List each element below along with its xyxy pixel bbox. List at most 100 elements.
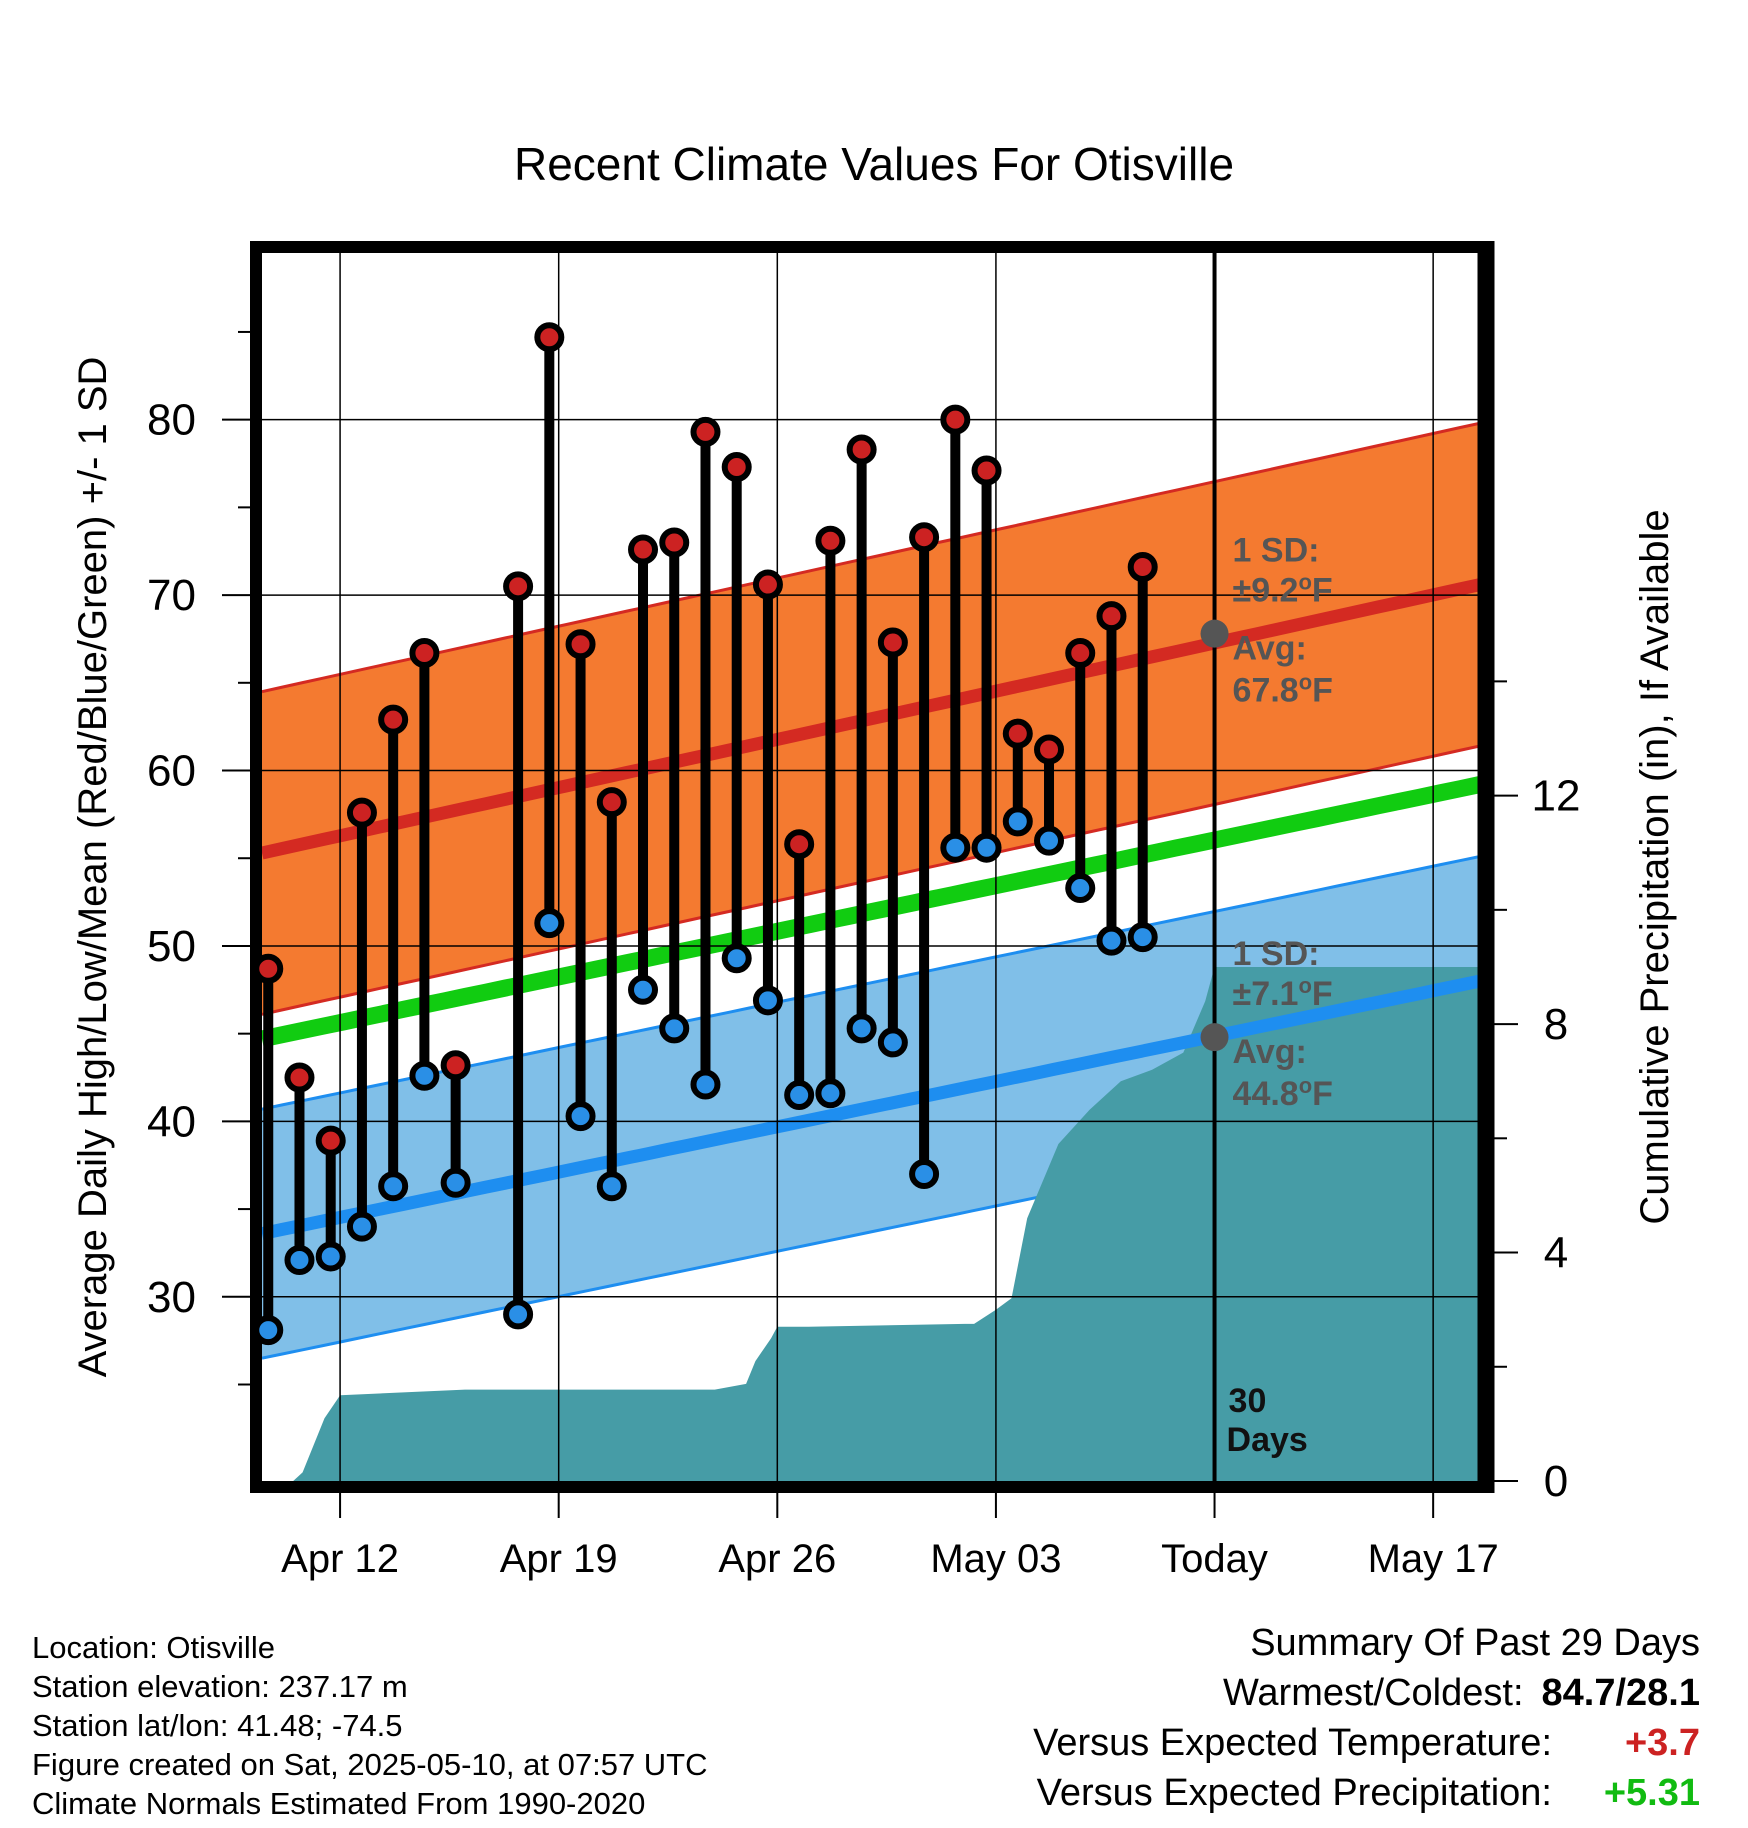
summary-warm-cold-row: Warmest/Coldest: 84.7/28.1: [1033, 1668, 1700, 1718]
daily-low-point: [409, 1060, 440, 1091]
y2-tick-label: 12: [1532, 772, 1581, 821]
daily-low-point: [971, 832, 1002, 863]
daily-high-point: [565, 629, 596, 660]
daily-low-point: [877, 1027, 908, 1058]
low-annotation-sd-value: ±7.1oF: [1233, 973, 1333, 1014]
daily-high-point: [721, 452, 752, 483]
y-tick-label: 40: [147, 1097, 196, 1146]
daily-low-point: [315, 1241, 346, 1272]
daily-high-point: [503, 571, 534, 602]
high-sd-upper-line: [262, 421, 1480, 694]
y-axis-label: Average Daily High/Low/Mean (Red/Blue/Gr…: [71, 357, 115, 1378]
daily-high-point: [690, 416, 721, 447]
daily-high-point: [752, 569, 783, 600]
y2-tick-label: 8: [1544, 1000, 1568, 1049]
daily-low-point: [253, 1315, 284, 1346]
warm-cold-value: 84.7/28.1: [1541, 1672, 1700, 1714]
x-tick-label: Apr 26: [718, 1537, 836, 1581]
daily-low-point: [565, 1101, 596, 1132]
days-label-word: Days: [1227, 1421, 1308, 1459]
y2-tick-label: 4: [1544, 1229, 1568, 1278]
daily-high-point: [1096, 601, 1127, 632]
y-tick-label: 60: [147, 747, 196, 796]
daily-high-point: [409, 637, 440, 668]
daily-low-point: [659, 1013, 690, 1044]
daily-high-point: [940, 404, 971, 435]
low-annotation-avg-title: Avg:: [1233, 1033, 1307, 1071]
daily-high-point: [815, 525, 846, 556]
normals-text: Climate Normals Estimated From 1990-2020: [32, 1786, 646, 1821]
precip-area: [262, 967, 1480, 1481]
warm-cold-label: Warmest/Coldest:: [1222, 1672, 1524, 1714]
normal-high-line: [262, 578, 1480, 860]
x-tick-label: Today: [1161, 1537, 1268, 1581]
high-annotation-sd-title: 1 SD:: [1233, 532, 1320, 570]
daily-low-point: [1002, 806, 1033, 837]
summary-temp-row: Versus Expected Temperature: +3.7: [1033, 1718, 1700, 1768]
y-tick-label: 70: [147, 571, 196, 620]
days-label-number: 30: [1229, 1382, 1267, 1420]
daily-low-point: [346, 1211, 377, 1242]
location-text: Location: Otisville: [32, 1630, 275, 1665]
temp-diff-label: Versus Expected Temperature:: [1033, 1722, 1552, 1764]
x-tick-label: May 17: [1368, 1537, 1499, 1581]
daily-high-point: [253, 953, 284, 984]
daily-low-point: [503, 1299, 534, 1330]
daily-low-point: [846, 1013, 877, 1044]
elevation-text: Station elevation: 237.17 m: [32, 1669, 408, 1704]
daily-low-point: [1096, 925, 1127, 956]
y-tick-label: 30: [147, 1273, 196, 1322]
temp-diff-value: +3.7: [1624, 1722, 1700, 1764]
y-tick-label: 50: [147, 922, 196, 971]
today-high-avg-marker: [1200, 619, 1229, 648]
daily-high-point: [971, 455, 1002, 486]
daily-low-point: [284, 1244, 315, 1275]
daily-low-point: [596, 1171, 627, 1202]
daily-low-point: [815, 1078, 846, 1109]
x-tick-label: May 03: [930, 1537, 1061, 1581]
chart-svg: Recent Climate Values For Otisville 30 40…: [71, 138, 1677, 1649]
station-info: Location: Otisville Station elevation: 2…: [32, 1628, 708, 1823]
daily-high-point: [784, 829, 815, 860]
daily-low-point: [1034, 825, 1065, 856]
y-tick-label: 80: [147, 396, 196, 445]
daily-high-point: [284, 1062, 315, 1093]
precip-diff-value: +5.31: [1603, 1772, 1700, 1814]
daily-high-point: [315, 1125, 346, 1156]
summary-panel: Summary Of Past 29 Days Warmest/Coldest:…: [1033, 1618, 1700, 1818]
normal-mean-line: [262, 776, 1480, 1048]
daily-high-point: [877, 627, 908, 658]
summary-title: Summary Of Past 29 Days: [1250, 1622, 1700, 1664]
daily-low-point: [909, 1159, 940, 1189]
x-tick-label: Apr 12: [281, 1537, 399, 1581]
daily-low-point: [1127, 922, 1158, 953]
summary-precip-row: Versus Expected Precipitation: +5.31: [1033, 1768, 1700, 1818]
daily-high-point: [346, 797, 377, 828]
precip-diff-label: Versus Expected Precipitation:: [1036, 1772, 1552, 1814]
daily-low-point: [784, 1080, 815, 1111]
daily-low-point: [378, 1171, 409, 1202]
x-axis-label: Day: [838, 1605, 909, 1610]
created-text: Figure created on Sat, 2025-05-10, at 07…: [32, 1747, 708, 1782]
daily-high-point: [596, 787, 627, 818]
daily-high-point: [534, 322, 565, 353]
daily-low-point: [690, 1069, 721, 1100]
chart-title: Recent Climate Values For Otisville: [514, 138, 1234, 190]
low-annotation-sd-title: 1 SD:: [1233, 935, 1320, 973]
daily-high-point: [659, 527, 690, 558]
daily-high-point: [440, 1050, 471, 1081]
daily-low-point: [752, 985, 783, 1016]
x-tick-label: Apr 19: [500, 1537, 618, 1581]
today-low-avg-marker: [1200, 1023, 1229, 1052]
daily-high-point: [1065, 637, 1096, 668]
daily-high-point: [1002, 718, 1033, 749]
daily-high-point: [628, 534, 659, 565]
daily-low-point: [628, 974, 659, 1005]
high-annotation-avg-value: 67.8oF: [1233, 669, 1333, 710]
latlon-text: Station lat/lon: 41.48; -74.5: [32, 1708, 403, 1743]
daily-high-point: [909, 522, 940, 553]
daily-low-point: [940, 832, 971, 863]
daily-high-point: [1127, 552, 1158, 583]
daily-low-point: [440, 1167, 471, 1198]
